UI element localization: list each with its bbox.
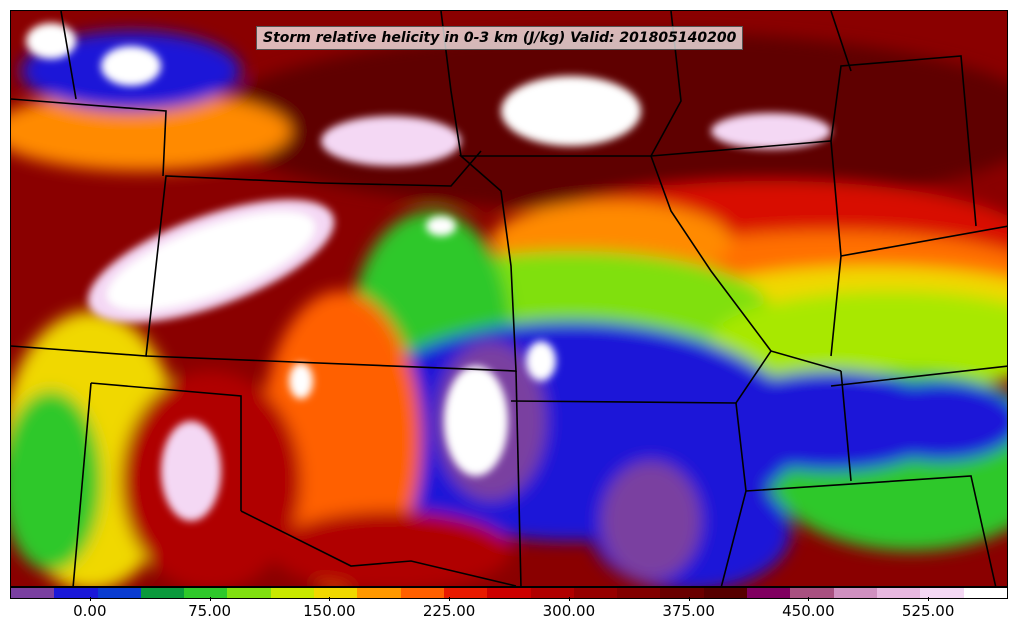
- colorbar-segment: [184, 588, 228, 598]
- colorbar-tick-label: 450.00: [782, 602, 835, 620]
- colorbar-segment: [227, 588, 271, 598]
- colorbar-segment: [140, 588, 185, 598]
- colorbar-tick: [449, 597, 451, 601]
- colorbar-tick: [329, 597, 331, 601]
- colorbar-tick: [209, 597, 211, 601]
- colorbar-segment: [833, 588, 877, 598]
- colorbar-labels: 0.00 75.00 150.00 225.00 300.00 375.00 450.00 5…: [10, 600, 1008, 624]
- colorbar-segment: [876, 588, 921, 598]
- colorbar-segment: [747, 588, 791, 598]
- colorbar-tick-label: 75.00: [188, 602, 232, 620]
- colorbar-tick-label: 150.00: [303, 602, 356, 620]
- colorbar-segment: [443, 588, 488, 598]
- colorbar-tick-label: 225.00: [422, 602, 476, 620]
- colorbar-segment: [530, 588, 574, 598]
- colorbar-tick: [89, 597, 91, 601]
- colorbar-tick: [568, 597, 570, 601]
- colorbar-segment: [487, 588, 531, 598]
- colorbar-segment: [963, 588, 1007, 598]
- colorbar-tick-label: 300.00: [542, 602, 596, 620]
- colorbar-ticks: [10, 597, 1008, 601]
- map-panel: Storm relative helicity in 0-3 km (J/kg)…: [10, 10, 1008, 587]
- colorbar-tick-label: 525.00: [901, 602, 955, 620]
- colorbar-segment: [357, 588, 401, 598]
- colorbar-segment: [573, 588, 618, 598]
- colorbar-tick-label: 375.00: [662, 602, 715, 620]
- colorbar-segment: [11, 588, 55, 598]
- colorbar-segment: [54, 588, 98, 598]
- colorbar-segment: [660, 588, 704, 598]
- helicity-map: [11, 11, 1007, 586]
- colorbar-segment: [400, 588, 444, 598]
- colorbar-segment: [314, 588, 358, 598]
- colorbar-tick: [688, 597, 690, 601]
- colorbar-segment: [270, 588, 315, 598]
- colorbar-tick: [928, 597, 930, 601]
- colorbar-segment: [97, 588, 141, 598]
- colorbar-tick: [808, 597, 810, 601]
- colorbar-segment: [703, 588, 748, 598]
- colorbar-segment: [920, 588, 964, 598]
- colorbar-tick-label: 0.00: [73, 602, 107, 620]
- colorbar: [10, 587, 1008, 599]
- colorbar-segment: [790, 588, 834, 598]
- colorbar-segment: [617, 588, 661, 598]
- helicity-max: [26, 23, 831, 521]
- map-title: Storm relative helicity in 0-3 km (J/kg)…: [256, 26, 744, 50]
